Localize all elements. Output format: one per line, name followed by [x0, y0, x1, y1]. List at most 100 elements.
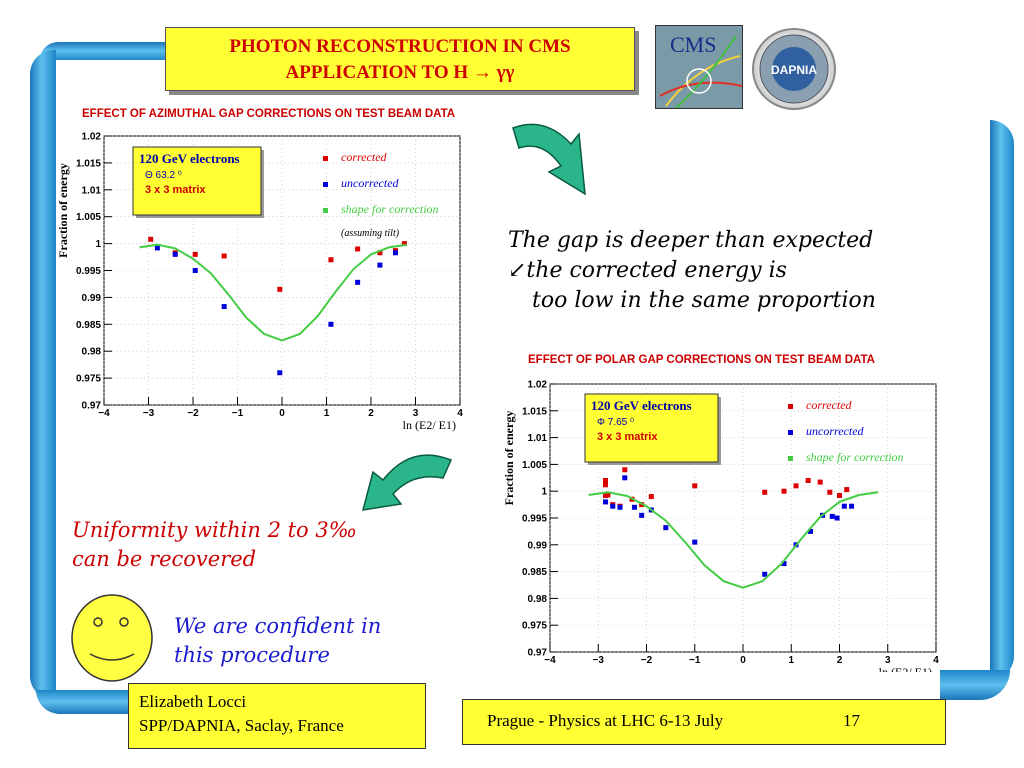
legend-label-corrected: corrected [341, 150, 388, 164]
dapnia-logo-graphic: DAPNIA [759, 34, 829, 104]
x-tick-label: 3 [885, 655, 891, 666]
info-box-angle: Φ 7.65 ⁰ [597, 417, 634, 428]
legend-label-corrected: corrected [806, 398, 853, 412]
data-point-corrected [805, 477, 811, 483]
x-tick-label: −3 [593, 655, 605, 666]
data-point-uncorrected [355, 279, 361, 285]
data-point-corrected [837, 492, 842, 498]
info-box-energy: 120 GeV electrons [139, 151, 240, 166]
x-tick-label: 1 [324, 408, 330, 419]
data-point-corrected [817, 479, 823, 485]
y-tick-label: 0.995 [522, 514, 547, 525]
y-tick-label: 0.985 [76, 320, 101, 331]
legend-label-shape-for-correction: shape for correction [341, 202, 439, 216]
note-uniformity: Uniformity within 2 to 3‰ can be recover… [72, 516, 357, 574]
y-tick-label: 1 [95, 239, 101, 250]
data-point-uncorrected [631, 504, 637, 510]
data-point-uncorrected [617, 504, 623, 510]
data-point-corrected [622, 467, 628, 473]
x-tick-label: 2 [837, 655, 843, 666]
slide-title: PHOTON RECONSTRUCTION IN CMS APPLICATION… [165, 27, 635, 91]
note-confident-line1: We are confident in [174, 614, 382, 638]
info-box-matrix: 3 x 3 matrix [145, 184, 206, 196]
note-gap-line2: ↙the corrected energy is [508, 258, 787, 283]
note-confident-line2: this procedure [174, 643, 330, 667]
data-point-uncorrected [692, 539, 698, 545]
note-gap-line3: too low in the same proportion [532, 288, 876, 313]
y-tick-label: 0.97 [528, 648, 548, 659]
y-tick-label: 0.98 [82, 347, 102, 358]
y-tick-label: 0.99 [82, 293, 102, 304]
note-uniformity-line2: can be recovered [72, 547, 257, 571]
author-box: Elizabeth Locci SPP/DAPNIA, Saclay, Fran… [128, 683, 426, 749]
data-point-corrected [355, 246, 361, 252]
slide-title-line1: PHOTON RECONSTRUCTION IN CMS [229, 36, 571, 57]
legend-marker-corrected [323, 156, 328, 161]
x-tick-label: −2 [187, 408, 199, 419]
y-tick-label: 1.015 [522, 406, 547, 417]
data-point-uncorrected [602, 499, 608, 505]
smiley-face-icon [71, 594, 153, 682]
page-number: 17 [843, 711, 860, 730]
x-tick-label: −4 [544, 655, 556, 666]
legend-label-uncorrected: uncorrected [341, 176, 400, 190]
author-name: Elizabeth Locci [139, 692, 247, 711]
note-confident: We are confident in this procedure [174, 612, 381, 670]
data-point-uncorrected [172, 251, 178, 257]
data-point-corrected [605, 492, 611, 498]
data-point-uncorrected [808, 528, 814, 534]
info-box [132, 146, 262, 216]
x-axis-label: ln (E2/ E1) [403, 418, 456, 432]
y-axis-label: Fraction of energy [503, 411, 516, 506]
y-tick-label: 0.995 [76, 266, 101, 277]
footer-conference: Prague - Physics at LHC 6-13 July [487, 711, 724, 730]
green-arrow-left-icon [361, 454, 453, 511]
y-tick-label: 0.975 [522, 621, 547, 632]
dapnia-logo: DAPNIA [752, 28, 836, 110]
y-tick-label: 1.015 [76, 158, 101, 169]
data-point-corrected [648, 494, 654, 500]
data-point-uncorrected [221, 304, 227, 310]
y-tick-label: 1.02 [528, 380, 548, 391]
legend-marker-uncorrected [788, 430, 793, 435]
data-point-uncorrected [377, 262, 383, 268]
x-tick-label: 1 [788, 655, 794, 666]
author-affiliation: SPP/DAPNIA, Saclay, France [139, 716, 344, 735]
x-tick-label: 2 [368, 408, 374, 419]
legend-marker-uncorrected [323, 182, 328, 187]
legend-marker-shape-for-correction [323, 208, 328, 213]
frame-corner-top [40, 42, 170, 60]
data-point-corrected [221, 253, 227, 259]
green-arrow-right-icon [512, 123, 586, 196]
x-tick-label: −1 [232, 408, 244, 419]
frame-left-bar [30, 50, 56, 700]
data-point-uncorrected [192, 268, 198, 273]
info-box-angle: Θ 63.2 ⁰ [145, 170, 182, 181]
x-tick-label: −2 [641, 655, 653, 666]
x-tick-label: 3 [413, 408, 419, 419]
data-point-corrected [762, 489, 768, 495]
x-axis-label: ln (E2/ E1) [879, 665, 932, 672]
chart1-azimuthal: −4 −3 −2 −1 0 1 2 3 4 0.97 0.975 0.98 0.985 0.99 0.995… [58, 132, 463, 433]
data-point-uncorrected [841, 503, 847, 509]
data-point-corrected [401, 241, 407, 247]
data-point-corrected [602, 482, 608, 488]
y-tick-label: 0.985 [522, 567, 547, 578]
data-point-corrected [328, 257, 334, 263]
y-tick-label: 1.005 [522, 460, 547, 471]
data-point-uncorrected [781, 561, 787, 567]
x-tick-label: −3 [143, 408, 155, 419]
data-point-corrected [781, 488, 787, 494]
data-point-uncorrected [392, 250, 398, 256]
frame-corner-bottom-right [940, 670, 1010, 700]
cms-logo-text: CMS [670, 32, 716, 57]
y-tick-label: 0.97 [82, 401, 102, 412]
data-point-uncorrected [610, 503, 616, 509]
data-point-corrected [277, 286, 283, 292]
y-tick-label: 1 [541, 487, 547, 498]
data-point-corrected [827, 489, 833, 495]
data-point-uncorrected [277, 370, 283, 376]
chart1-title: EFFECT OF AZIMUTHAL GAP CORRECTIONS ON T… [82, 108, 456, 120]
y-tick-label: 1.02 [82, 132, 102, 143]
legend-label-shape-for-correction: shape for correction [806, 450, 904, 464]
